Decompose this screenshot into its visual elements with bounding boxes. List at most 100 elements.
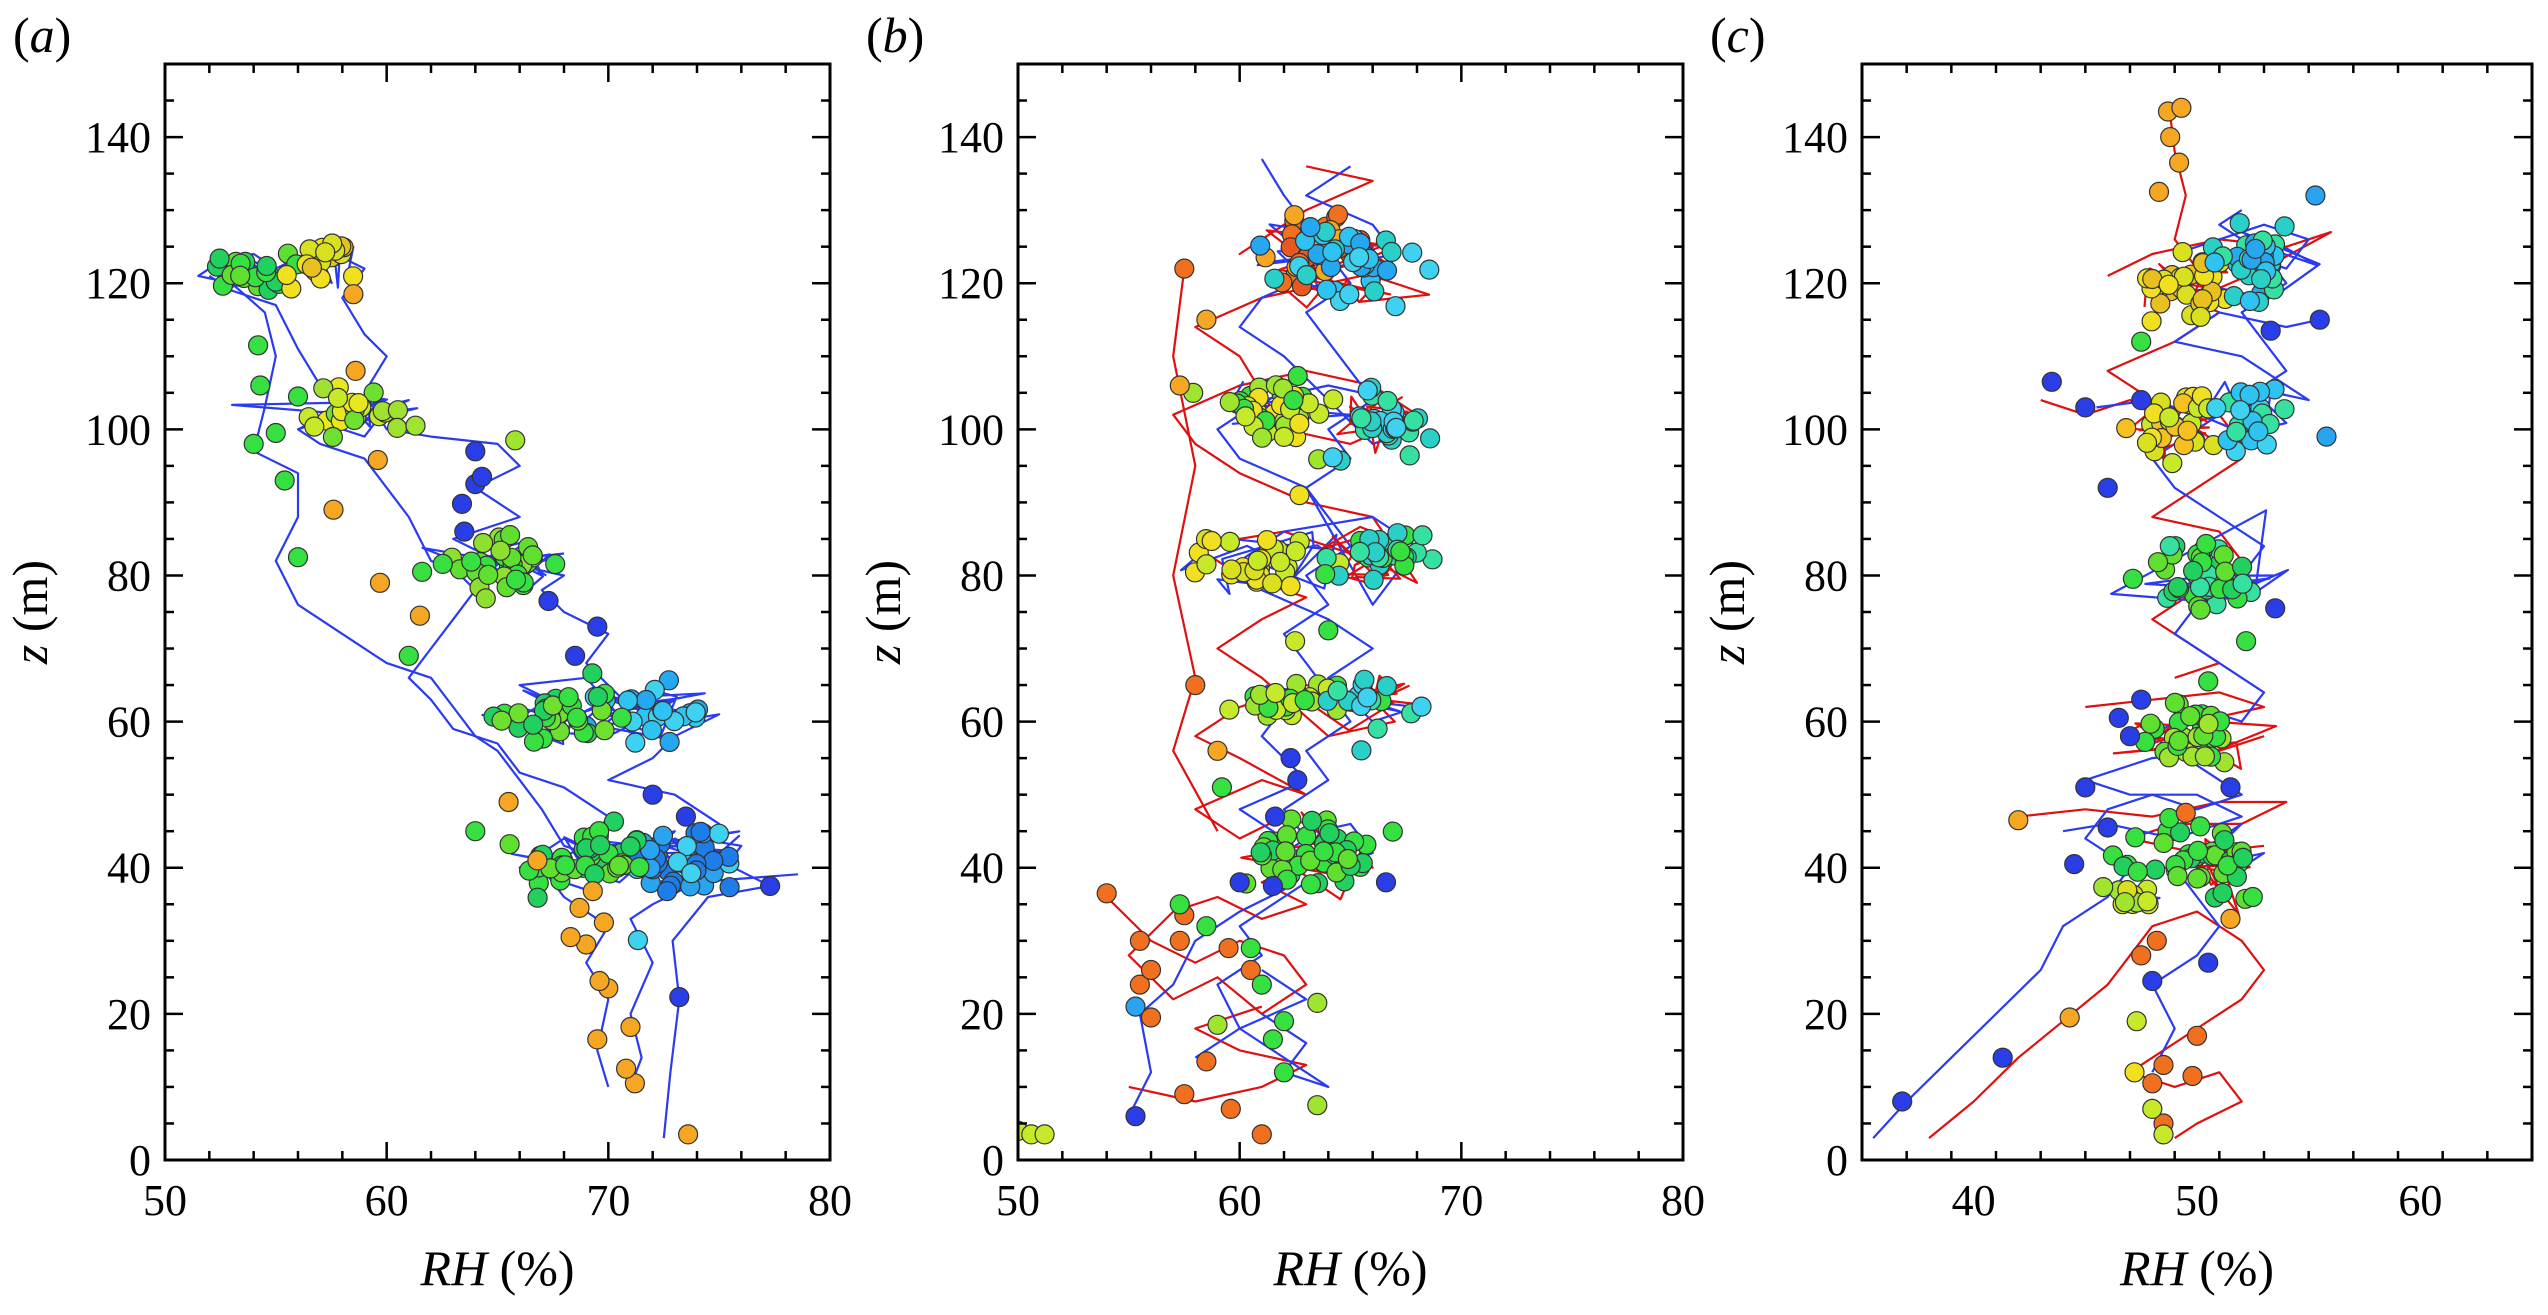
data-point (1229, 872, 1250, 893)
data-point (2186, 1025, 2208, 1046)
data-point (2198, 952, 2219, 973)
data-point (642, 784, 663, 805)
data-point (2093, 876, 2114, 898)
panel-label: (b) (866, 7, 924, 63)
data-point (1129, 974, 1151, 995)
data-point (343, 266, 364, 287)
data-point (505, 430, 526, 451)
data-point (1273, 1011, 1295, 1032)
data-point (1256, 529, 1278, 551)
data-point (2131, 689, 2152, 710)
trajectory-blue (1872, 209, 2288, 1139)
data-point (1318, 620, 1339, 641)
data-point (471, 466, 493, 487)
data-point (2175, 802, 2196, 824)
trajectory-red (1128, 1005, 1308, 1103)
x-axis-label: RH (%) (1272, 1240, 1427, 1296)
data-point (652, 700, 673, 722)
y-tick-label: 80 (1804, 551, 1848, 600)
panel-c: 40 50 60 0 20 40 60 80 100 120 140 RH (%) z (m) (c) (1699, 7, 2534, 1296)
data-point (1140, 1007, 1162, 1028)
data-point (2124, 1062, 2145, 1083)
data-point (1354, 669, 1375, 690)
data-point (1376, 260, 1398, 281)
data-point (405, 415, 426, 436)
data-point (2251, 269, 2272, 290)
data-point (667, 851, 688, 873)
data-point (1385, 296, 1406, 317)
data-point (2274, 216, 2295, 237)
data-point (1412, 525, 1433, 546)
data-point (323, 499, 344, 520)
data-point (589, 835, 611, 856)
plot-area (197, 233, 798, 1145)
y-tick-label: 100 (938, 405, 1004, 454)
data-point (2059, 1007, 2080, 1028)
x-tick-label: 80 (1661, 1176, 1705, 1225)
data-point (454, 521, 475, 542)
data-point (2142, 1098, 2163, 1120)
plot-area (1018, 158, 1443, 1145)
data-point (2141, 311, 2162, 332)
data-point (2198, 671, 2219, 692)
data-point (675, 806, 697, 827)
data-point (2008, 810, 2029, 831)
y-tick-label: 60 (1804, 698, 1848, 747)
data-point (2108, 707, 2129, 729)
data-point (412, 561, 433, 582)
data-point (498, 791, 519, 813)
data-point (1219, 392, 1240, 413)
data-point (432, 553, 453, 575)
data-point (301, 257, 322, 278)
data-point (523, 714, 544, 735)
data-point (2196, 533, 2217, 555)
data-point (508, 703, 529, 724)
data-point (1219, 699, 1240, 720)
data-point (1377, 390, 1398, 412)
data-point (2232, 573, 2253, 594)
y-tick-label: 100 (1782, 405, 1848, 454)
data-point (2160, 127, 2181, 148)
data-point (1265, 682, 1286, 704)
data-point (2167, 576, 2188, 598)
data-point (1390, 541, 1411, 562)
data-point (1301, 810, 1323, 832)
data-point (523, 731, 545, 752)
data-point (589, 970, 610, 992)
data-point (1316, 279, 1337, 300)
data-point (1235, 406, 1256, 427)
data-point (1349, 541, 1370, 563)
data-point (2187, 868, 2208, 889)
data-point (2147, 552, 2169, 573)
trajectory-blue (197, 245, 772, 1139)
data-point (681, 863, 702, 884)
data-point (624, 1073, 646, 1094)
data-point (387, 400, 408, 421)
data-point (652, 825, 674, 846)
data-point (2075, 777, 2096, 798)
data-point (584, 864, 605, 885)
data-point (1289, 485, 1310, 506)
data-point (248, 335, 269, 356)
data-point (2274, 399, 2295, 420)
data-point (345, 360, 366, 381)
data-point (708, 823, 730, 844)
data-point (677, 1124, 699, 1145)
data-point (2162, 453, 2183, 474)
data-point (658, 670, 680, 691)
data-point (367, 449, 388, 471)
data-point (1280, 747, 1301, 769)
data-point (1221, 559, 1242, 580)
data-point (1399, 445, 1420, 466)
data-point (564, 645, 586, 666)
data-point (2097, 817, 2118, 838)
data-point (1375, 872, 1397, 893)
data-point (1262, 1029, 1284, 1050)
trajectory-red (1172, 268, 1219, 832)
data-point (1992, 1047, 2013, 1068)
y-tick-label: 100 (85, 405, 151, 454)
data-point (363, 382, 384, 403)
data-point (2153, 832, 2174, 854)
data-point (582, 880, 603, 902)
data-point (1403, 410, 1424, 431)
